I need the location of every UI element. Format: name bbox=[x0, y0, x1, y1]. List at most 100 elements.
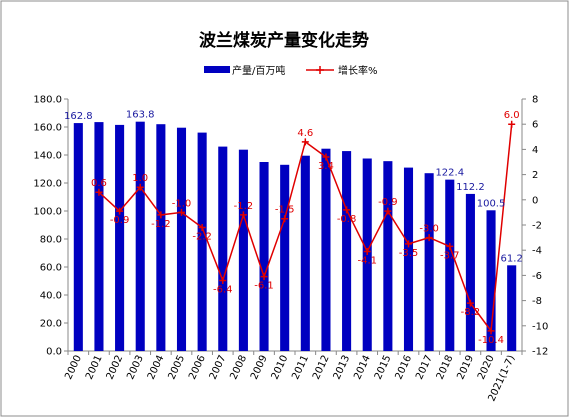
bar bbox=[383, 161, 393, 351]
bar bbox=[465, 193, 475, 351]
y-left-tick-label: 20.0 bbox=[40, 319, 62, 330]
legend-bar-label: 产量/百万吨 bbox=[232, 64, 285, 77]
y-right-tick-label: 6 bbox=[532, 120, 538, 131]
line-value-label: -0.9 bbox=[110, 215, 130, 226]
line-point bbox=[425, 234, 433, 242]
line-point bbox=[157, 211, 165, 219]
line-point bbox=[508, 120, 516, 128]
bar bbox=[321, 148, 331, 351]
line-point bbox=[95, 188, 103, 196]
y-left-tick-label: 120.0 bbox=[33, 179, 62, 190]
line-point bbox=[363, 247, 371, 255]
bar bbox=[135, 121, 145, 352]
chart-title: 波兰煤炭产量变化走势 bbox=[199, 30, 369, 51]
line-point bbox=[466, 299, 474, 307]
line-value-label: 6.0 bbox=[504, 110, 520, 121]
line-point bbox=[487, 327, 495, 335]
legend-line-marker bbox=[316, 66, 324, 74]
line-value-label: -3.0 bbox=[419, 224, 439, 235]
y-right-tick-label: 2 bbox=[532, 170, 538, 181]
line-point bbox=[322, 153, 330, 161]
y-right-tick-label: -8 bbox=[532, 296, 542, 307]
line-value-label: -0.8 bbox=[337, 214, 357, 225]
line-value-label: 3.4 bbox=[318, 161, 334, 172]
y-right-tick-label: -10 bbox=[532, 321, 548, 332]
bar-value-label: 112.2 bbox=[456, 182, 485, 193]
legend-line-label: 增长率% bbox=[338, 64, 378, 77]
line-series bbox=[95, 120, 516, 335]
bar bbox=[115, 124, 125, 352]
bar-value-label: 122.4 bbox=[435, 168, 464, 179]
bar bbox=[280, 164, 290, 351]
bar bbox=[176, 127, 187, 351]
bar-series bbox=[73, 121, 517, 352]
line-value-label: -1.2 bbox=[151, 219, 171, 230]
line-value-label: -3.5 bbox=[399, 248, 419, 259]
y-right-tick-label: -4 bbox=[532, 246, 542, 257]
bar bbox=[445, 179, 455, 351]
line-value-label: -6.4 bbox=[213, 284, 233, 295]
bar bbox=[238, 149, 248, 351]
y-left-tick-label: 80.0 bbox=[40, 235, 62, 246]
y-right-tick-label: -2 bbox=[532, 221, 542, 232]
line-value-label: -0.9 bbox=[378, 197, 398, 208]
line-value-label: -2.2 bbox=[192, 232, 212, 243]
y-right-tick-label: -6 bbox=[532, 271, 542, 282]
line-point bbox=[405, 240, 412, 248]
line-point bbox=[446, 242, 454, 250]
line-value-label: -6.1 bbox=[254, 281, 274, 292]
line-point bbox=[219, 276, 227, 284]
y-right-tick-label: -12 bbox=[532, 347, 548, 358]
line-point bbox=[384, 207, 392, 215]
line-value-label: -8.2 bbox=[461, 307, 481, 318]
legend: 产量/百万吨 增长率% bbox=[204, 64, 378, 77]
line-value-label: 1.0 bbox=[132, 173, 148, 184]
line-point bbox=[198, 224, 206, 232]
line-point bbox=[343, 206, 351, 214]
bar bbox=[73, 123, 83, 351]
line-value-label: 4.6 bbox=[297, 128, 313, 139]
y-left-tick-label: 40.0 bbox=[40, 291, 62, 302]
line-point bbox=[301, 138, 309, 146]
y-left-tick-label: 100.0 bbox=[33, 207, 62, 218]
y-left-tick-label: 180.0 bbox=[33, 95, 62, 106]
bar bbox=[507, 265, 517, 351]
bar-value-label: 100.5 bbox=[477, 198, 506, 209]
bar-value-label: 61.2 bbox=[501, 253, 523, 264]
bar bbox=[94, 122, 104, 351]
line-value-label: -4.1 bbox=[357, 255, 377, 266]
line-value-label: -3.7 bbox=[440, 250, 460, 261]
y-left-tick-label: 160.0 bbox=[33, 123, 62, 134]
legend-bar-swatch bbox=[204, 66, 230, 73]
bar bbox=[300, 155, 310, 351]
y-right-tick-label: 8 bbox=[532, 95, 538, 106]
line-value-label: -1.2 bbox=[234, 201, 254, 212]
bar bbox=[424, 173, 434, 351]
bar bbox=[259, 162, 269, 351]
bar-value-label: 162.8 bbox=[64, 111, 93, 122]
y-right-tick-label: 0 bbox=[532, 195, 538, 206]
line-point bbox=[136, 183, 144, 191]
bar bbox=[403, 167, 414, 351]
line-value-label: -1.0 bbox=[172, 198, 192, 209]
line-point bbox=[239, 211, 247, 219]
y-left-tick-label: 140.0 bbox=[33, 151, 62, 162]
data-labels: 162.8 163.8 122.4 112.2 100.5 61.2 0.6 -0.9 1.0 -… bbox=[64, 110, 523, 346]
line-point bbox=[281, 215, 289, 223]
line-value-label: -10.4 bbox=[478, 335, 504, 346]
line-point bbox=[260, 273, 268, 281]
line-value-label: -1.5 bbox=[275, 205, 295, 216]
line-value-label: 0.6 bbox=[91, 178, 107, 189]
bar bbox=[197, 132, 207, 351]
bar-value-label: 163.8 bbox=[126, 110, 155, 121]
y-left-tick-label: 0.0 bbox=[46, 347, 62, 358]
y-left-tick-label: 60.0 bbox=[40, 263, 62, 274]
bar bbox=[218, 146, 228, 351]
line-point bbox=[116, 207, 124, 215]
bar bbox=[486, 210, 496, 351]
bar bbox=[342, 151, 352, 351]
y-right-tick-label: 4 bbox=[532, 145, 538, 156]
bar bbox=[156, 124, 166, 351]
